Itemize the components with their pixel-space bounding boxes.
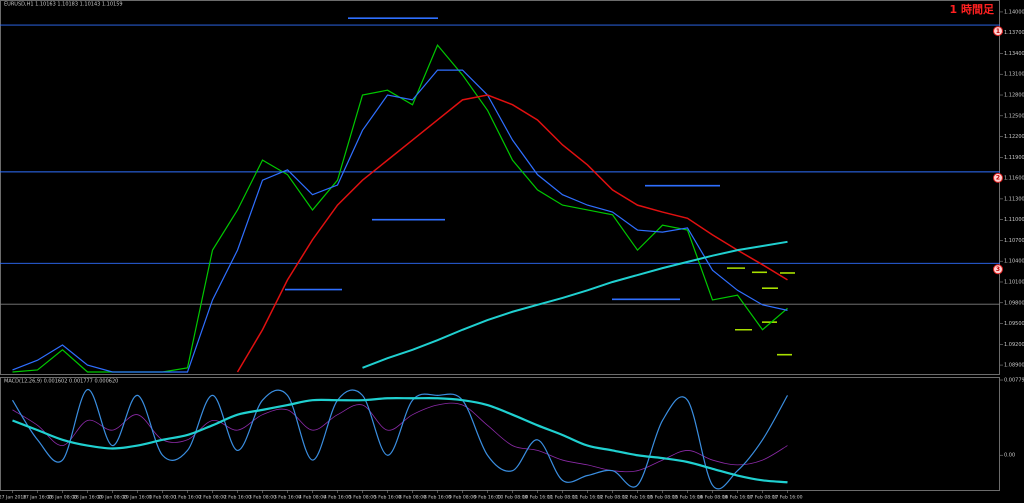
x-tick-label: 1 Feb 08:00 <box>149 495 176 501</box>
x-tick-label: 2 Feb 16:00 <box>224 495 251 501</box>
x-tick-label: 12 Feb 08:00 <box>597 495 627 501</box>
x-tick-label: 29 Jan 08:00 <box>98 495 127 501</box>
y-tick-label: 1.13100 <box>1004 72 1024 78</box>
x-tick-label: 29 Jan 16:00 <box>123 495 152 501</box>
y-tick-label: 1.14000 <box>1004 9 1024 15</box>
y-tick-label: 1.09800 <box>1004 300 1024 306</box>
x-tick-label: 10 Feb 16:00 <box>522 495 552 501</box>
y-tick-label: 1.12500 <box>1004 113 1024 119</box>
y-tick-label: 1.10100 <box>1004 279 1024 285</box>
x-tick-label: 8 Feb 08:00 <box>399 495 426 501</box>
x-tick-label: 4 Feb 08:00 <box>299 495 326 501</box>
series-line <box>12 397 788 484</box>
series-line <box>362 240 788 369</box>
x-tick-label: 5 Feb 08:00 <box>349 495 376 501</box>
y-tick-label: 1.09200 <box>1004 342 1024 348</box>
x-tick-label: 10 Feb 08:00 <box>497 495 527 501</box>
x-tick-label: 28 Jan 16:00 <box>73 495 102 501</box>
y-tick-label: 1.13700 <box>1004 30 1024 36</box>
level-marker-label: 1 <box>996 28 1000 35</box>
y-tick-label: 1.10400 <box>1004 259 1024 265</box>
x-tick-label: 12 Feb 16:00 <box>622 495 652 501</box>
x-tick-label: 5 Feb 16:00 <box>374 495 401 501</box>
x-tick-label: 9 Feb 16:00 <box>474 495 501 501</box>
indicator-frame <box>0 377 1000 491</box>
x-tick-label: 15 Feb 16:00 <box>672 495 702 501</box>
series-line <box>11 388 789 490</box>
indicator-title: MACD(12,26,9) 0.001602 0.001777 0.000620 <box>4 379 118 385</box>
level-marker <box>993 26 1003 37</box>
x-tick-label: 4 Feb 16:00 <box>324 495 351 501</box>
x-tick-label: 28 Jan 08:00 <box>48 495 77 501</box>
symbol-info: EURUSD,H1 1.10163 1.10183 1.10143 1.1015… <box>4 2 123 8</box>
x-tick-label: 2 Feb 08:00 <box>199 495 226 501</box>
series-line <box>12 69 788 373</box>
x-tick-label: 17 Feb 08:00 <box>747 495 777 501</box>
y-tick-label: 1.10700 <box>1004 238 1024 244</box>
series-line <box>12 402 788 473</box>
timeframe-title: 1 時間足 <box>950 2 995 16</box>
y-tick-label: 0.00 <box>1004 453 1015 459</box>
x-tick-label: 11 Feb 08:00 <box>547 495 577 501</box>
x-tick-label: 16 Feb 16:00 <box>722 495 752 501</box>
x-tick-label: 3 Feb 16:00 <box>274 495 301 501</box>
y-tick-label: 1.08900 <box>1004 363 1024 369</box>
level-marker-label: 3 <box>996 266 1000 273</box>
x-tick-label: 1 Feb 16:00 <box>174 495 201 501</box>
y-tick-label: 1.11000 <box>1004 217 1024 223</box>
level-marker <box>993 172 1003 183</box>
y-tick-label: 1.11900 <box>1004 155 1024 161</box>
x-tick-label: 17 Feb 16:00 <box>772 495 802 501</box>
level-marker-label: 2 <box>996 175 1000 182</box>
y-tick-label: 1.11300 <box>1004 196 1024 202</box>
x-tick-label: 27 Jan 2016 <box>0 495 26 501</box>
level-marker <box>993 264 1003 275</box>
series-line <box>236 94 788 373</box>
y-tick-label: 1.12200 <box>1004 134 1024 140</box>
x-tick-label: 3 Feb 08:00 <box>249 495 276 501</box>
x-tick-label: 15 Feb 08:00 <box>647 495 677 501</box>
main-frame <box>0 0 1000 375</box>
x-tick-label: 16 Feb 08:00 <box>697 495 727 501</box>
x-tick-label: 27 Jan 16:00 <box>23 495 52 501</box>
y-tick-label: 0.00779 <box>1004 378 1024 384</box>
x-tick-label: 9 Feb 08:00 <box>449 495 476 501</box>
x-tick-label: 11 Feb 16:00 <box>572 495 602 501</box>
y-tick-label: 1.13400 <box>1004 51 1024 57</box>
y-tick-label: 1.09500 <box>1004 321 1024 327</box>
x-tick-label: 8 Feb 16:00 <box>424 495 451 501</box>
y-tick-label: 1.11600 <box>1004 176 1024 182</box>
y-tick-label: 1.12800 <box>1004 93 1024 99</box>
